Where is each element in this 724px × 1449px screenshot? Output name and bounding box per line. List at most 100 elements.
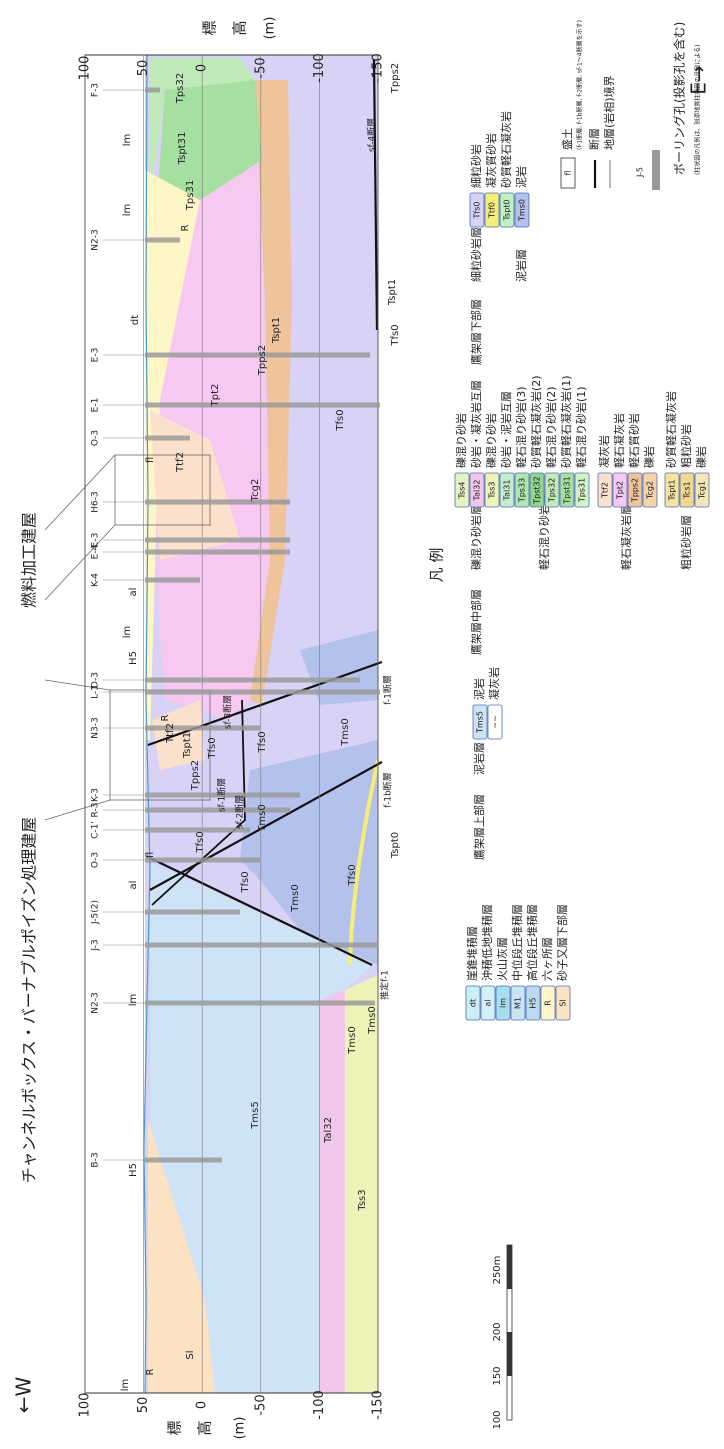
legend-swatch — [540, 985, 556, 1021]
unit-label: Tpps2 — [190, 760, 201, 791]
legend-code: Tpt2 — [616, 481, 625, 500]
legend-group: 鷹架層下部層 — [469, 299, 483, 365]
unit-label: fl — [145, 852, 156, 858]
legend-swatch — [469, 192, 485, 228]
legend-code: Tpst32 — [533, 476, 542, 504]
borehole — [145, 725, 260, 731]
borehole-label: E-1 — [91, 398, 101, 413]
leader-line — [44, 454, 116, 601]
legend-swatch — [514, 472, 530, 508]
borehole — [145, 1157, 222, 1163]
legend-name: 沖積低地堆積層 — [480, 904, 494, 981]
unit-label: Tms0 — [340, 718, 351, 746]
legend-swatch — [465, 985, 481, 1021]
unit-label: Tms5 — [250, 1101, 261, 1129]
legend-code: al — [484, 999, 493, 1006]
legend-code: lm — [499, 998, 508, 1008]
legend-swatch — [612, 472, 628, 508]
legend-swatch — [559, 472, 575, 508]
unit-label: H5 — [128, 1163, 139, 1177]
legend-name: 泥岩 — [472, 678, 486, 700]
legend-code: Tps31 — [578, 478, 587, 503]
borehole-label: E-4 — [91, 544, 101, 559]
legend-swatch — [514, 192, 530, 228]
borehole — [145, 909, 240, 915]
legend-code: Tcg2 — [646, 481, 655, 500]
legend-swatch — [480, 985, 496, 1021]
building-title: チャンネルボックス・バーナブルポイズン処理建屋 — [20, 817, 39, 1184]
borehole-label: N3-3 — [91, 717, 101, 738]
legend-swatch — [484, 192, 500, 228]
legend-code: Sl — [559, 999, 568, 1006]
unit-label: Sl — [185, 1350, 196, 1359]
unit-label: Tspt1 — [271, 317, 282, 344]
borehole-label: D-3 — [91, 672, 101, 688]
fault-line — [149, 761, 383, 891]
legend-name: 凝灰質砂岩 — [484, 133, 498, 188]
legend-code: Tfs0 — [473, 202, 482, 220]
axis-tick-label: -100 — [312, 1390, 327, 1420]
legend-name: 崖錐堆積層 — [465, 926, 479, 981]
legend-name: 砂子又層下部層 — [555, 904, 569, 981]
borehole-label: C-1' — [91, 821, 101, 839]
ground-surface — [143, 54, 151, 1394]
borehole — [145, 87, 160, 93]
legend-code: Ttf0 — [488, 202, 497, 219]
legend-subgroup: 軽石混り砂岩層 — [537, 493, 551, 570]
axis-tick-label: 50 — [136, 1397, 151, 1414]
legend-code: ~~ — [491, 715, 500, 728]
axis-label: 標 — [201, 20, 219, 35]
axis-label: 高 — [196, 1420, 214, 1435]
borehole-symbol — [652, 150, 660, 190]
legend-name: 軽石混り砂岩(1) — [574, 386, 588, 468]
borehole-label: K-3 — [91, 788, 101, 802]
unit-label: R — [145, 1368, 156, 1375]
legend-name: 粗粒砂岩 — [679, 424, 693, 468]
legend-swatch — [484, 472, 500, 508]
legend-swatch — [487, 704, 503, 740]
legend-name: 地層(岩相)境界 — [602, 75, 616, 150]
legend-subgroup: 礫混り砂岩層 — [469, 504, 483, 570]
legend-swatch — [529, 472, 545, 508]
axis-tick-label: -50 — [253, 57, 268, 78]
r-body — [145, 170, 200, 740]
unit-label: R — [160, 714, 171, 721]
legend-swatch — [627, 472, 643, 508]
unit-label: Tms0 — [367, 1006, 378, 1034]
legend-code: Tspt0 — [503, 199, 512, 221]
scale-label: 200 — [492, 1322, 503, 1341]
legend-name: 砂岩・泥岩互層 — [499, 391, 513, 468]
axis-tick-label: 100 — [78, 56, 93, 81]
legend-note: (f-1断層, f-1b断層, f-2断層, sf-1〜4断層を示す) — [576, 20, 584, 150]
legend-code: R — [544, 1000, 553, 1006]
borehole — [145, 549, 290, 555]
borehole-label: J-3 — [91, 939, 101, 951]
axis-tick-label: 0 — [195, 64, 210, 72]
axis-unit: (m) — [233, 1417, 248, 1440]
legend-name: 砂質軽石凝灰岩(1) — [559, 375, 573, 468]
legend-swatch — [510, 985, 526, 1021]
fault-label: 推定f-1 — [379, 970, 391, 1000]
legend-code: J-5 — [636, 167, 645, 178]
legend-code: Tss4 — [458, 482, 467, 500]
legend-swatch — [694, 472, 710, 508]
direction-label: E→ — [687, 65, 711, 94]
unit-label: Tfs0 — [207, 737, 218, 759]
legend-name: 泥岩 — [514, 166, 528, 188]
building-outlines — [44, 454, 211, 821]
unit-label: dt — [130, 315, 141, 325]
direction-label: ←W — [12, 1377, 36, 1414]
legend-code: Tspt1 — [668, 479, 677, 501]
legend-code: Tpps2 — [631, 478, 640, 503]
borehole-label: F-3 — [91, 83, 101, 97]
axis-tick-label: -150 — [371, 53, 386, 83]
borehole-label: N2-3 — [91, 229, 101, 250]
legend-group: 泥岩層 — [472, 742, 486, 775]
legend-swatch — [664, 472, 680, 508]
unit-label: H5 — [128, 651, 139, 665]
legend-code: Tps32 — [548, 478, 557, 503]
fault-label: sf-1断層 — [216, 778, 228, 812]
ttf2-body — [150, 410, 240, 560]
axis-tick-label: 0 — [195, 1401, 210, 1409]
